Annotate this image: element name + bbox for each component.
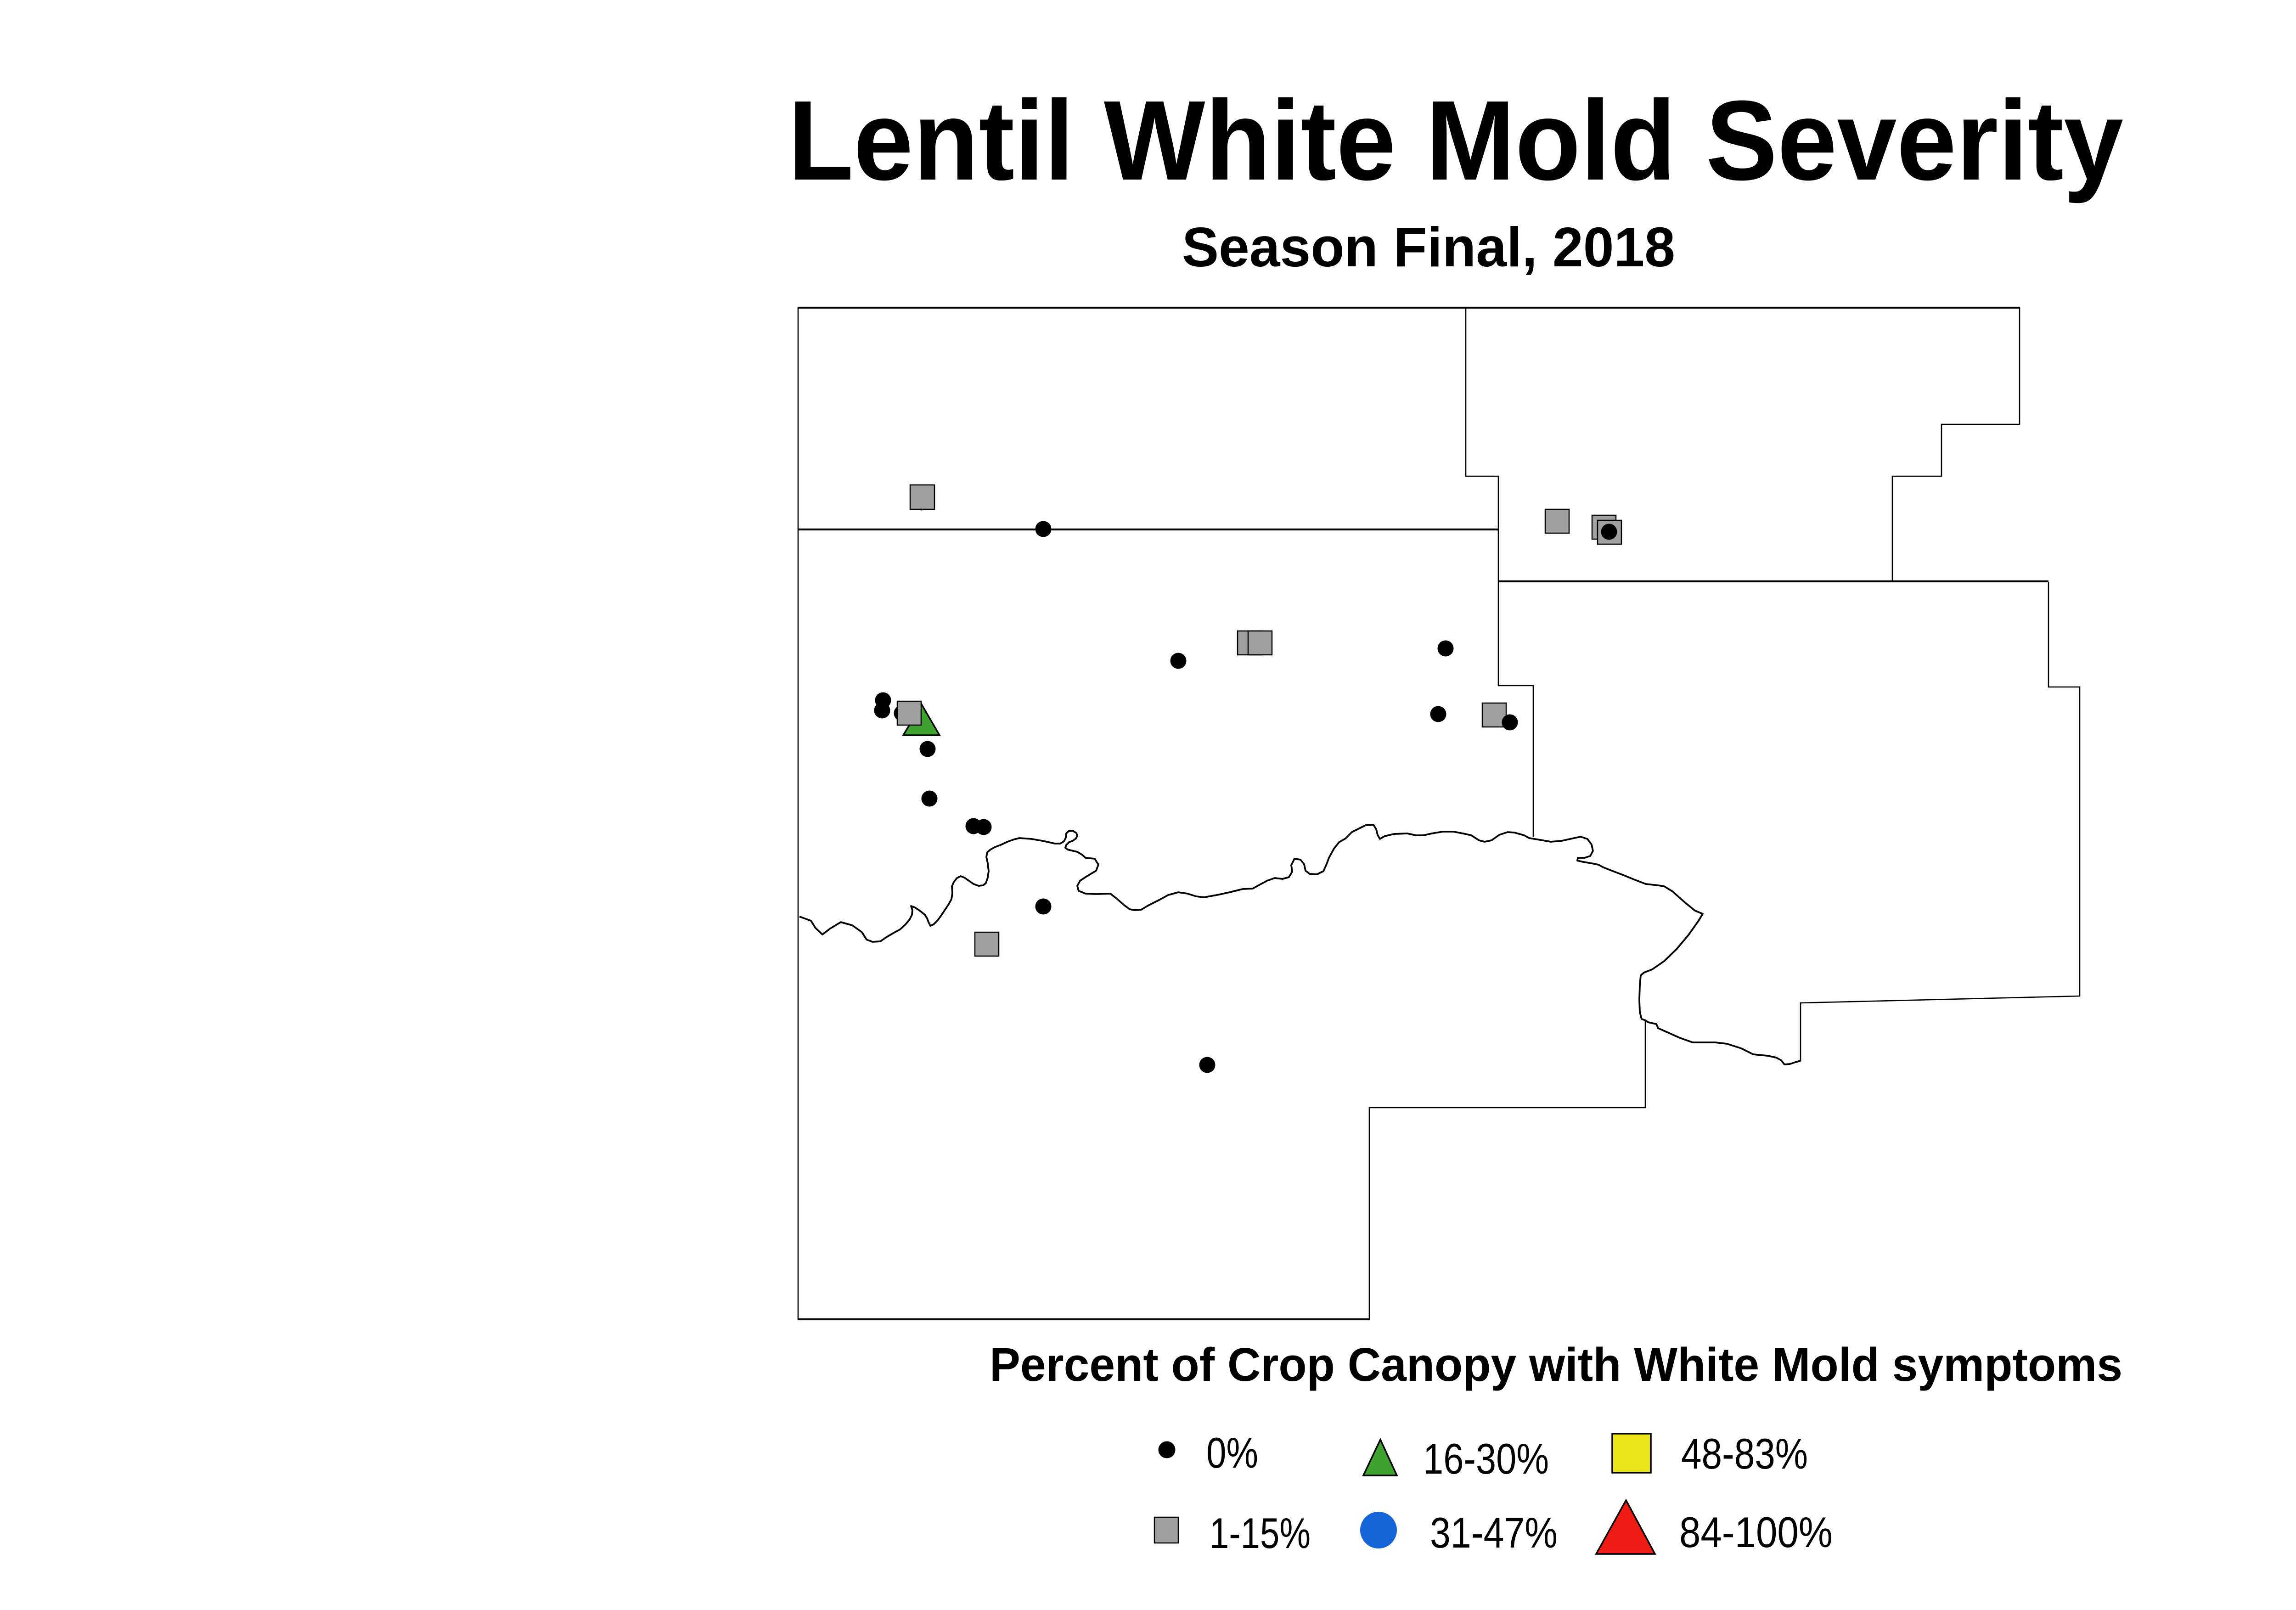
svg-text:16-30%: 16-30% <box>1423 1435 1549 1483</box>
svg-text:84-100%: 84-100% <box>1679 1508 1833 1556</box>
svg-text:1-15%: 1-15% <box>1210 1509 1311 1557</box>
svg-text:48-83%: 48-83% <box>1681 1430 1808 1478</box>
svg-text:31-47%: 31-47% <box>1430 1509 1558 1557</box>
svg-text:0%: 0% <box>1206 1429 1258 1477</box>
svg-text:Season Final, 2018: Season Final, 2018 <box>1182 216 1675 278</box>
svg-text:Percent of Crop Canopy with Wh: Percent of Crop Canopy with White Mold s… <box>990 1338 2122 1391</box>
svg-text:Lentil White Mold Severity: Lentil White Mold Severity <box>788 77 2123 204</box>
